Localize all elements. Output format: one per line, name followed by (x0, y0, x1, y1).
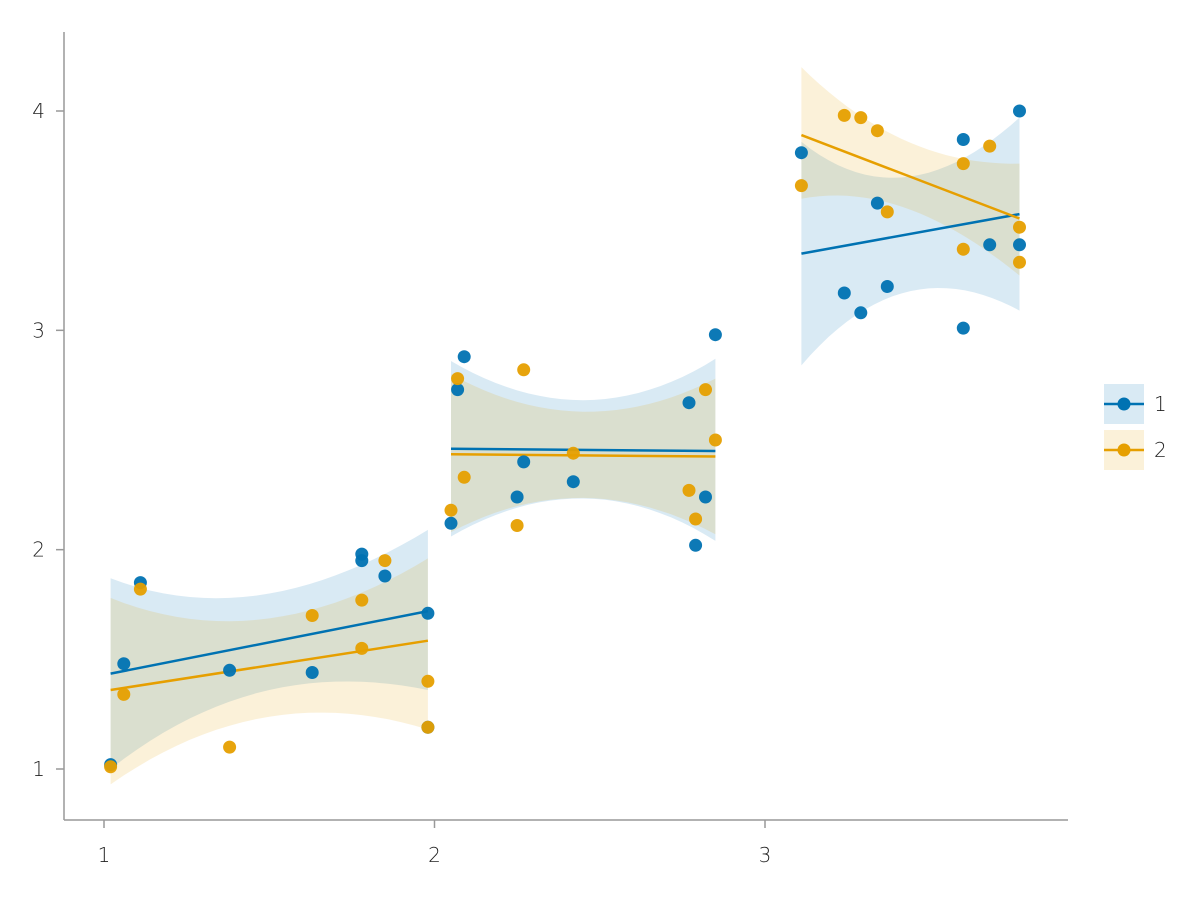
data-point-series-2-5 (305, 609, 319, 622)
legend-marker-1 (1117, 397, 1131, 411)
data-point-series-1-7 (355, 554, 369, 568)
data-point-series-1-23 (854, 306, 868, 320)
regression-lines (110, 133, 1020, 692)
data-point-series-1-18 (689, 538, 703, 552)
data-point-series-2-19 (699, 383, 712, 397)
regression-line-series-1-group-2 (450, 447, 716, 453)
regression-line-series-2-group-1 (110, 639, 429, 692)
data-point-series-2-6 (355, 593, 369, 607)
data-point-series-1-14 (510, 490, 524, 504)
data-point-series-2-3 (133, 582, 147, 596)
data-point-series-2-21 (794, 179, 808, 193)
axis-ticks: 1 2 3 1 2 3 4 (32, 99, 771, 867)
data-point-series-1-21 (794, 146, 808, 160)
data-point-series-2-23 (854, 111, 868, 125)
data-point-series-1-17 (682, 396, 696, 410)
data-point-series-2-4 (223, 740, 237, 754)
data-point-series-2-26 (956, 157, 970, 171)
confidence-band-series-2-group-1 (110, 558, 428, 785)
data-point-series-1-5 (305, 666, 319, 679)
data-point-series-1-8 (378, 569, 392, 583)
legend-label-2: 2 (1154, 438, 1167, 462)
data-point-series-2-16 (566, 446, 580, 460)
data-point-series-2-14 (510, 519, 524, 532)
y-tick-label-2: 2 (32, 538, 45, 562)
data-point-series-2-7 (355, 641, 369, 655)
data-point-series-2-12 (451, 372, 465, 386)
data-point-series-1-22 (837, 286, 851, 300)
data-point-series-2-18 (689, 512, 703, 526)
y-tick-label-1: 1 (32, 757, 45, 781)
axes (63, 32, 1068, 821)
data-point-series-1-11 (444, 516, 458, 530)
data-point-series-1-25 (880, 280, 894, 293)
x-tick-label-1: 1 (98, 843, 111, 867)
data-point-series-1-2 (117, 657, 131, 671)
regression-line-series-1-group-3 (801, 212, 1020, 255)
data-point-series-1-26 (956, 133, 970, 146)
data-point-series-1-24 (870, 196, 884, 210)
confidence-bands (110, 67, 1020, 785)
data-point-series-2-28 (983, 139, 997, 153)
data-point-series-2-15 (517, 363, 531, 377)
data-point-series-1-9 (421, 606, 435, 620)
data-point-series-2-13 (457, 470, 471, 484)
data-point-series-2-22 (837, 108, 851, 122)
data-point-series-2-17 (682, 483, 696, 497)
data-points (104, 104, 1026, 774)
legend-label-1: 1 (1154, 392, 1167, 416)
data-point-series-2-2 (117, 687, 131, 701)
data-point-series-2-27 (956, 242, 970, 256)
data-point-series-2-29 (1013, 220, 1026, 234)
x-tick-label-2: 2 (428, 843, 441, 867)
x-tick-label-3: 3 (759, 843, 772, 867)
data-point-series-1-27 (956, 321, 970, 335)
data-point-series-1-12 (451, 383, 465, 397)
data-point-series-1-15 (517, 455, 531, 469)
confidence-band-series-1-group-1 (110, 529, 428, 769)
data-point-series-1-4 (223, 663, 237, 677)
data-point-series-1-13 (457, 350, 471, 364)
confidence-band-series-1-group-3 (801, 117, 1020, 366)
y-tick-label-3: 3 (32, 318, 45, 342)
data-point-series-2-1 (104, 760, 118, 774)
data-point-series-1-30 (1013, 238, 1026, 252)
legend: 12 (1104, 384, 1167, 470)
y-tick-label-4: 4 (32, 99, 45, 123)
data-point-series-2-25 (880, 205, 894, 219)
data-point-series-2-8 (378, 554, 392, 568)
data-point-series-1-28 (983, 238, 997, 252)
data-point-series-1-20 (708, 328, 722, 342)
data-point-series-2-24 (870, 124, 884, 138)
regression-line-series-2-group-2 (450, 453, 716, 458)
data-point-series-2-30 (1013, 255, 1026, 269)
data-point-series-1-16 (566, 475, 580, 489)
data-point-series-2-20 (708, 433, 722, 447)
regression-line-series-2-group-3 (800, 133, 1020, 220)
regression-line-series-1-group-1 (110, 609, 429, 675)
data-point-series-1-29 (1013, 104, 1026, 118)
data-point-series-2-9 (421, 674, 435, 688)
data-point-series-1-19 (699, 490, 712, 504)
legend-marker-2 (1117, 443, 1131, 457)
data-point-series-2-11 (444, 503, 458, 517)
data-point-series-2-10 (421, 720, 435, 734)
